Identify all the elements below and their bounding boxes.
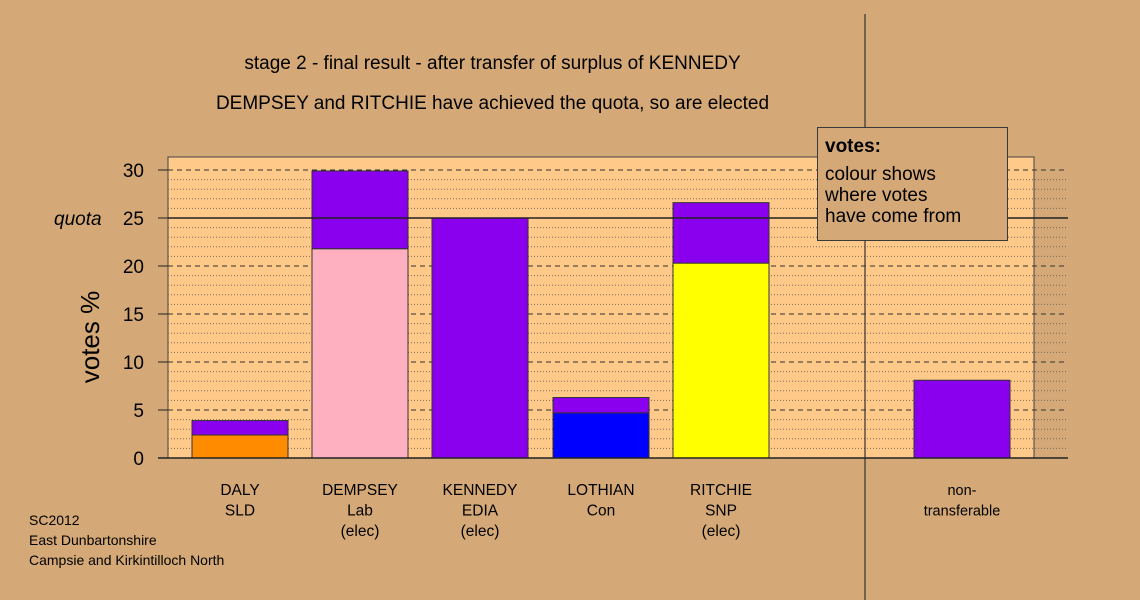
x-category-label: Lab: [347, 503, 373, 520]
footer-line-council: East Dunbartonshire: [29, 532, 157, 548]
legend-line: where votes: [825, 185, 928, 206]
x-category-label: Con: [587, 503, 615, 520]
x-category-label: (elec): [341, 523, 380, 540]
y-axis-label: votes %: [75, 291, 105, 384]
x-category-label: KENNEDY: [443, 482, 518, 499]
y-tick-label: 5: [133, 401, 144, 422]
bar-segment-non-transferable-from-kennedy: [913, 379, 1011, 459]
bar-segment-ritchie-from-kennedy: [672, 202, 770, 264]
x-category-label: (elec): [461, 523, 500, 540]
x-category-label: SLD: [225, 503, 255, 520]
x-category-label: LOTHIAN: [567, 482, 634, 499]
chart-title: stage 2 - final result - after transfer …: [244, 53, 741, 74]
legend-box: votes: colour shows where votes have com…: [817, 127, 1008, 241]
x-category-label: EDIA: [462, 503, 499, 520]
footer-note: SC2012 East Dunbartonshire Campsie and K…: [29, 510, 224, 570]
y-tick-label: 10: [123, 353, 144, 374]
legend-line: colour shows: [825, 164, 936, 185]
bar-segment-lothian-from-kennedy: [552, 397, 650, 414]
bar-segment-dempsey-from-dempsey: [311, 248, 409, 459]
x-category-label: (elec): [702, 523, 741, 540]
bar-segment-lothian-from-lothian: [552, 412, 650, 459]
x-category-label: RITCHIE: [690, 482, 752, 499]
bar-segment-daly-from-kennedy: [191, 420, 289, 436]
footer-line-ward: Campsie and Kirkintilloch North: [29, 552, 225, 568]
legend-line: have come from: [825, 206, 962, 227]
bar-segment-daly-from-daly: [191, 434, 289, 459]
y-tick-label: 0: [133, 449, 144, 470]
footer-line-election: SC2012: [29, 512, 80, 528]
y-tick-label: 30: [123, 161, 144, 182]
x-category-label: non-: [947, 483, 976, 499]
bar-segment-kennedy-from-kennedy: [431, 217, 529, 459]
y-tick-label: 20: [123, 257, 144, 278]
x-category-label: transferable: [924, 504, 1001, 520]
legend-heading: votes:: [825, 136, 881, 157]
bar-segment-ritchie-from-ritchie: [672, 262, 770, 459]
y-tick-label: 15: [123, 305, 144, 326]
x-category-label: DALY: [220, 482, 259, 499]
chart-subtitle: DEMPSEY and RITCHIE have achieved the qu…: [215, 93, 770, 114]
y-tick-label: 25: [123, 209, 144, 230]
quota-label: quota: [54, 209, 102, 230]
x-category-label: SNP: [705, 503, 737, 520]
x-category-label: DEMPSEY: [322, 482, 398, 499]
bar-segment-dempsey-from-kennedy: [311, 170, 409, 250]
